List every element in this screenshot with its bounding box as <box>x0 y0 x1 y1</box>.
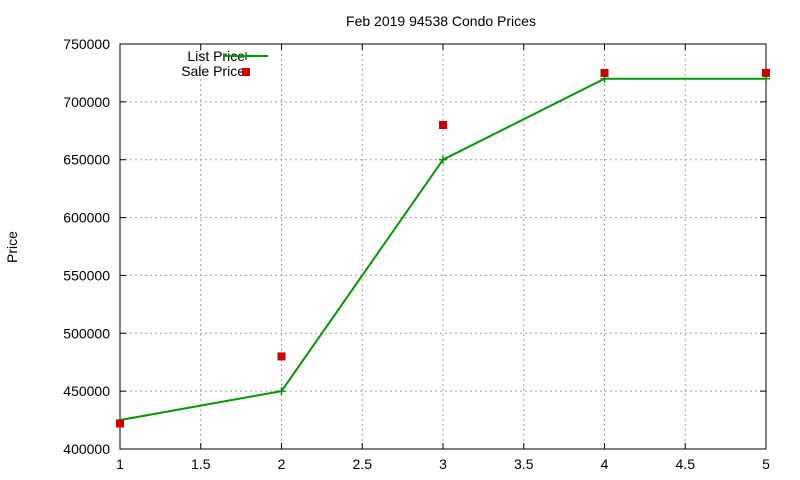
legend-label-list-price: List Price <box>187 48 245 64</box>
x-tick-label: 5 <box>762 456 770 472</box>
y-tick-label: 650000 <box>63 152 110 168</box>
x-tick-label: 3 <box>439 456 447 472</box>
data-point-list-price <box>439 155 447 164</box>
y-axis-label: Price <box>4 231 20 263</box>
legend-marker-sale-price <box>242 68 250 76</box>
y-tick-label: 750000 <box>63 36 110 52</box>
x-tick-label: 4.5 <box>676 456 696 472</box>
data-point-list-price <box>277 387 286 396</box>
x-tick-label: 2 <box>278 456 286 472</box>
legend-label-sale-price: Sale Price <box>181 63 245 79</box>
y-tick-label: 500000 <box>63 325 110 341</box>
x-tick-label: 1 <box>116 456 124 472</box>
data-point-sale-price <box>600 68 609 77</box>
y-tick-label: 450000 <box>63 383 110 399</box>
legend: List Price Sale Price <box>181 48 268 79</box>
data-point-sale-price <box>277 352 286 361</box>
x-axis: 1 1.5 2 2.5 3 3.5 4 4.5 5 <box>116 44 770 472</box>
series-layer <box>116 68 770 428</box>
y-tick-label: 700000 <box>63 94 110 110</box>
x-tick-label: 4 <box>601 456 609 472</box>
chart-title: Feb 2019 94538 Condo Prices <box>346 13 536 29</box>
x-tick-label: 3.5 <box>514 456 534 472</box>
y-axis: 400000 450000 500000 550000 600000 650000 7000… <box>63 36 766 457</box>
y-tick-label: 400000 <box>63 441 110 457</box>
data-point-sale-price <box>439 121 447 129</box>
x-tick-label: 1.5 <box>191 456 211 472</box>
x-tick-label: 2.5 <box>353 456 373 472</box>
data-point-sale-price <box>762 68 770 77</box>
data-point-sale-price <box>116 419 124 428</box>
grid-lines <box>120 44 766 449</box>
legend-marker-list-price <box>242 52 250 60</box>
y-tick-label: 550000 <box>63 267 110 283</box>
y-tick-label: 600000 <box>63 210 110 226</box>
